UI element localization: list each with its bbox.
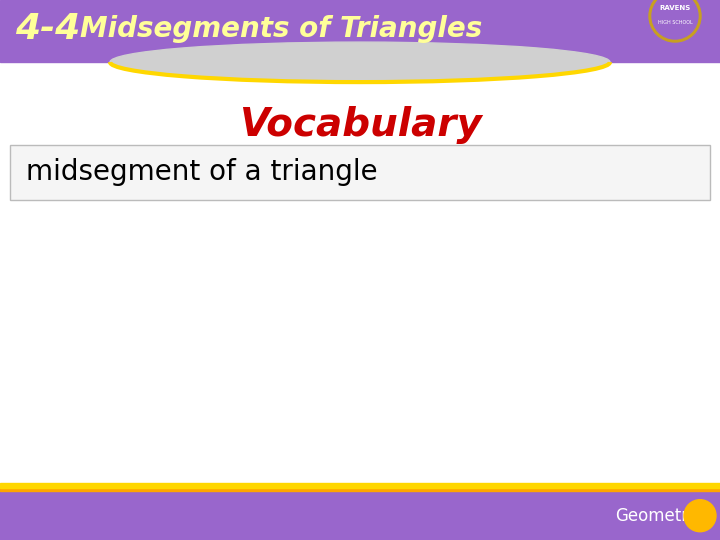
Text: Midsegments of Triangles: Midsegments of Triangles <box>80 15 482 43</box>
FancyBboxPatch shape <box>10 145 710 200</box>
Circle shape <box>652 0 698 39</box>
Text: RAVENS: RAVENS <box>660 5 690 11</box>
Text: HIGH SCHOOL: HIGH SCHOOL <box>657 19 693 24</box>
Bar <box>0 488 720 491</box>
Ellipse shape <box>110 42 610 82</box>
Bar <box>0 483 720 488</box>
Bar <box>0 491 720 540</box>
Text: Vocabulary: Vocabulary <box>238 106 482 144</box>
Text: midsegment of a triangle: midsegment of a triangle <box>26 159 377 186</box>
Circle shape <box>684 500 716 532</box>
Text: Geometry: Geometry <box>615 507 698 525</box>
Circle shape <box>649 0 701 42</box>
Text: 4-4: 4-4 <box>15 12 80 46</box>
Bar <box>0 0 720 62</box>
